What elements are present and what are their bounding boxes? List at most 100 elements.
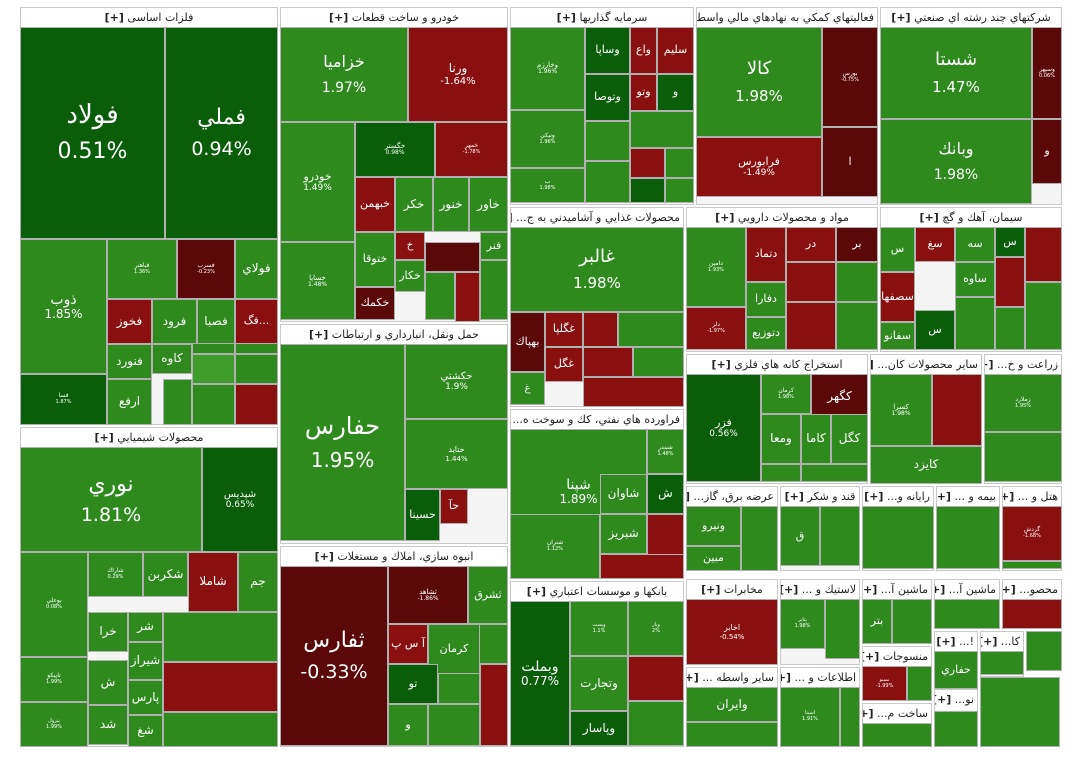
tile-cell[interactable] [235,384,278,425]
stock-tile[interactable]: كگل [831,414,868,464]
tile-cell[interactable] [600,554,684,579]
tile-cell[interactable] [934,711,978,747]
stock-tile[interactable]: فخوز [107,299,152,344]
stock-tile[interactable]: خاور [469,177,508,232]
stock-tile[interactable]: گردش -1.68% [1002,506,1062,561]
stock-tile[interactable]: وبانك 1.98% [880,119,1032,204]
sector-header[interactable]: نو... [+] [935,690,977,710]
sector-header[interactable]: ساير واسطه ... [+] [687,668,777,688]
stock-tile[interactable]: س [995,227,1025,257]
tile-cell[interactable] [862,723,932,747]
stock-tile[interactable]: خكر [395,177,433,232]
tile-cell[interactable] [934,599,1000,629]
tile-cell[interactable] [1026,631,1062,671]
stock-tile[interactable]: شاراك 0.29% [88,552,143,597]
sector-header[interactable]: مخابرات [+] [687,580,777,600]
stock-tile[interactable]: وتجارت [570,656,628,711]
stock-tile[interactable]: كسرا 1.98% [870,374,932,446]
stock-tile[interactable]: دفارا [746,282,786,317]
stock-tile[interactable]: وتو [630,74,657,111]
expand-button[interactable]: [+] [556,11,576,24]
tile-cell[interactable] [862,506,934,569]
stock-tile[interactable]: ا [822,127,878,197]
stock-tile[interactable]: پارس [128,680,163,715]
stock-tile[interactable]: خمهر -1.78% [435,122,508,177]
stock-tile[interactable]: سصفها [880,272,915,322]
tile-cell[interactable] [163,712,278,747]
stock-tile[interactable]: خزاميا 1.97% [280,27,408,122]
sector-header[interactable]: شركتهاي چند رشته اي صنعتي [+] [881,8,1061,28]
expand-button[interactable]: [+] [935,583,946,596]
tile-cell[interactable] [836,262,878,302]
stock-tile[interactable]: حفارس 1.95% [280,344,405,541]
stock-tile[interactable]: دتوزيع [746,317,786,350]
stock-tile[interactable]: حتايد 1.44% [405,419,508,489]
stock-tile[interactable]: فصبا [197,299,235,344]
tile-cell[interactable] [583,347,633,377]
stock-tile[interactable]: ب 1.98% [510,168,585,203]
stock-tile[interactable]: كالا 1.98% [696,27,822,137]
sector-header[interactable]: فلزات اساسی [+] [21,8,277,28]
tile-cell[interactable] [1002,599,1062,629]
tile-cell[interactable] [820,506,860,566]
stock-tile[interactable]: سه [955,227,995,262]
stock-tile[interactable]: و [1032,119,1062,184]
stock-tile[interactable]: شكربن [143,552,188,597]
tile-cell[interactable] [665,148,694,178]
stock-tile[interactable]: وسپهر 0.06% [1032,27,1062,119]
tile-cell[interactable] [425,242,480,272]
tile-cell[interactable] [686,722,778,747]
tile-cell[interactable] [892,599,932,644]
stock-tile[interactable]: دامين 1.93% [686,227,746,307]
tile-cell[interactable] [630,111,694,148]
tile-cell[interactable] [980,677,1060,747]
tile-cell[interactable] [836,302,878,350]
expand-button[interactable]: [+] [711,358,731,371]
expand-button[interactable]: [+] [781,583,799,596]
sector-header[interactable]: ساخت م... [+] [863,704,931,724]
tile-cell[interactable] [995,257,1025,307]
expand-button[interactable]: [+] [863,650,880,663]
tile-cell[interactable] [163,379,192,425]
stock-tile[interactable]: شد [88,705,128,745]
stock-tile[interactable]: وپست 1.1% [570,601,628,656]
stock-tile[interactable]: فملي 0.94% [165,27,278,239]
stock-tile[interactable]: ختوقا [355,232,395,287]
stock-tile[interactable]: س [915,310,955,350]
expand-button[interactable]: [+] [104,11,124,24]
expand-button[interactable]: [+] [937,490,952,503]
stock-tile[interactable]: جم [238,552,278,612]
stock-tile[interactable]: وتوصا [585,74,630,121]
expand-button[interactable]: [+] [871,358,874,371]
stock-tile[interactable]: تاپيكو 1.99% [20,657,88,702]
stock-tile[interactable]: فسرب -0.23% [177,239,235,299]
stock-tile[interactable]: فولاي [235,239,278,299]
stock-tile[interactable]: ثفارس -0.33% [280,566,388,746]
stock-tile[interactable]: شبندر 1.48% [647,429,684,474]
expand-button[interactable]: [+] [935,693,952,706]
stock-tile[interactable]: شتران 1.12% [510,514,600,579]
expand-button[interactable]: [+] [891,11,911,24]
tile-cell[interactable] [1002,561,1062,569]
stock-tile[interactable]: وخارزم 1.96% [510,27,585,110]
tile-cell[interactable] [192,384,235,425]
tile-cell[interactable] [583,377,684,407]
stock-tile[interactable]: وساپا [585,27,630,74]
tile-cell[interactable] [786,262,836,302]
stock-tile[interactable]: شستا 1.47% [880,27,1032,119]
stock-tile[interactable]: فرابورس -1.49% [696,137,822,197]
stock-tile[interactable]: بر [836,227,878,262]
tile-cell[interactable] [980,651,1024,675]
stock-tile[interactable]: سفانو [880,322,915,350]
tile-cell[interactable] [825,599,860,659]
stock-tile[interactable]: اخابر -0.54% [686,599,778,665]
stock-tile[interactable]: و [388,704,428,746]
stock-tile[interactable]: ذوب 1.85% [20,239,107,374]
tile-cell[interactable] [480,664,508,746]
tile-cell[interactable] [192,354,235,384]
sector-header[interactable]: خودرو و ساخت قطعات [+] [281,8,507,28]
stock-tile[interactable]: كاما [801,414,831,464]
stock-tile[interactable]: فنر [480,232,508,260]
sector-header[interactable]: زراعت و خ... [+] [985,355,1061,375]
stock-tile[interactable]: ش [647,474,684,514]
